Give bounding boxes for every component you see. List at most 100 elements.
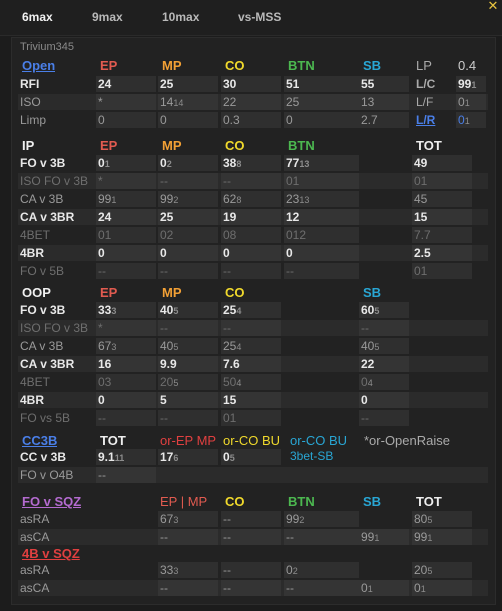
lp-label: LP (416, 58, 432, 73)
cell-value: 0 (98, 246, 105, 260)
stat-cell: -- (284, 580, 359, 596)
col-btn: BTN (288, 138, 315, 153)
col-sb: SB (363, 58, 382, 73)
cell-value: 25 (160, 210, 174, 224)
stat-cell: 1414 (158, 94, 218, 110)
cell-sample: 5 (229, 453, 235, 463)
tot-cell: 45 (412, 191, 472, 207)
cell-value: 0 (98, 393, 105, 407)
cell-value: 13 (361, 95, 375, 109)
cell-value: 67 (98, 339, 112, 353)
cell-value: 99 (160, 192, 174, 206)
oop-row: 4BET 03 205 504 04 (18, 374, 488, 390)
cell-sample: 2 (292, 566, 298, 576)
cell-value: 14 (160, 95, 174, 109)
row-label: 4BET (20, 228, 51, 242)
col-or-co-bu-sb: or-CO BU (290, 433, 348, 448)
row-label: ISO FO v 3B (20, 174, 89, 188)
tab-vs-mss[interactable]: vs-MSS (238, 10, 282, 24)
tab-6max[interactable]: 6max (22, 10, 53, 24)
cell-value: -- (223, 264, 231, 278)
stat-cell: 0 (96, 112, 156, 128)
row-label: FO v O4B (20, 468, 74, 482)
col-co: CO (225, 58, 245, 73)
cell-value: 99 (361, 530, 375, 544)
cell-sample: 4 (236, 342, 242, 352)
stat-cell: 333 (96, 302, 156, 318)
cell-sample: 8 (236, 159, 242, 169)
open-link[interactable]: Open (22, 58, 56, 73)
stat-cell: 12 (284, 209, 359, 225)
cell-value: 22 (361, 357, 375, 371)
cell-value: 23 (286, 192, 300, 206)
cell-sample: 1 (471, 80, 477, 90)
cell-value: -- (160, 530, 168, 544)
stat-cell: 0 (221, 245, 281, 261)
player-name: Trivium345 (20, 41, 74, 53)
stat-cell: -- (158, 580, 218, 596)
stat-cell: 15 (221, 392, 281, 408)
cell-value: -- (160, 581, 168, 595)
stat-cell: 55 (359, 76, 409, 92)
ip-title: IP (22, 138, 35, 153)
stat-cell: -- (221, 263, 281, 279)
cell-sample: 3 (173, 566, 179, 576)
stat-cell: -- (96, 263, 156, 279)
stat-cell: 22 (359, 356, 409, 372)
stat-cell: 01 (96, 227, 156, 243)
stat-cell: 5 (158, 392, 218, 408)
or-openraise-note: *or-OpenRaise (364, 433, 450, 448)
cell-value: -- (160, 174, 168, 188)
stat-cell: -- (221, 580, 281, 596)
stat-cell: 991 (412, 529, 472, 545)
ip-row: FO v 3B 01 02 388 7713 49 (18, 155, 488, 171)
section-header: Open EP MP CO BTN SB LP 0.4 (18, 57, 488, 75)
section-header: FO v SQZ EP | MP CO BTN SB TOT (18, 493, 488, 511)
stat-cell: 0 (158, 245, 218, 261)
pin-icon[interactable]: ✕ (487, 0, 499, 13)
stat-cell: 333 (158, 562, 218, 578)
cell-value: 40 (160, 303, 174, 317)
stat-cell: 0 (96, 392, 156, 408)
oop-row: FO vs 5B -- -- 01 -- (18, 410, 488, 426)
4b-v-sqz-link[interactable]: 4B v SQZ (22, 546, 80, 561)
col-ep: EP (100, 138, 118, 153)
side-value: 01 (456, 112, 486, 128)
section-header: OOP EP MP CO SB (18, 284, 488, 302)
fo-v-sqz-link[interactable]: FO v SQZ (22, 494, 82, 509)
cell-value: 67 (160, 512, 174, 526)
row-label: asCA (20, 581, 50, 595)
stat-cell: -- (284, 529, 359, 545)
cell-value: -- (223, 581, 231, 595)
cell-sample: 4 (236, 306, 242, 316)
row-label: 4BET (20, 375, 51, 389)
side-value: 01 (456, 94, 486, 110)
cell-value: 5 (160, 393, 167, 407)
col-btn: BTN (288, 58, 315, 73)
cell-value: 25 (286, 95, 300, 109)
cell-value: 16 (98, 357, 112, 371)
tab-9max[interactable]: 9max (92, 10, 123, 24)
stat-cell: -- (158, 320, 218, 336)
cell-sample: 13 (299, 159, 310, 169)
tab-10max[interactable]: 10max (162, 10, 200, 24)
cell-value: -- (98, 468, 106, 482)
open-row: ISO * 1414 22 25 13 L/F 01 (18, 94, 488, 110)
cell-sample: 1 (367, 584, 373, 594)
cell-value: * (98, 95, 103, 109)
cell-value: 24 (98, 77, 112, 91)
cell-value: 62 (223, 192, 237, 206)
cell-sample: 2 (299, 515, 305, 525)
stat-cell: -- (158, 173, 218, 189)
stat-cell: 25 (284, 94, 359, 110)
stat-cell: 205 (412, 562, 472, 578)
stat-cell: 24 (96, 76, 156, 92)
cell-value: -- (286, 581, 294, 595)
stat-cell: -- (359, 320, 409, 336)
open-row: Limp 0 0 0.3 0 2.7 L/R 01 (18, 112, 488, 128)
stat-cell: -- (284, 263, 359, 279)
row-label: FO v 3B (20, 156, 66, 170)
cc3b-link[interactable]: CC3B (22, 433, 58, 448)
stat-cell: 205 (158, 374, 218, 390)
cell-value: 30 (223, 77, 237, 91)
